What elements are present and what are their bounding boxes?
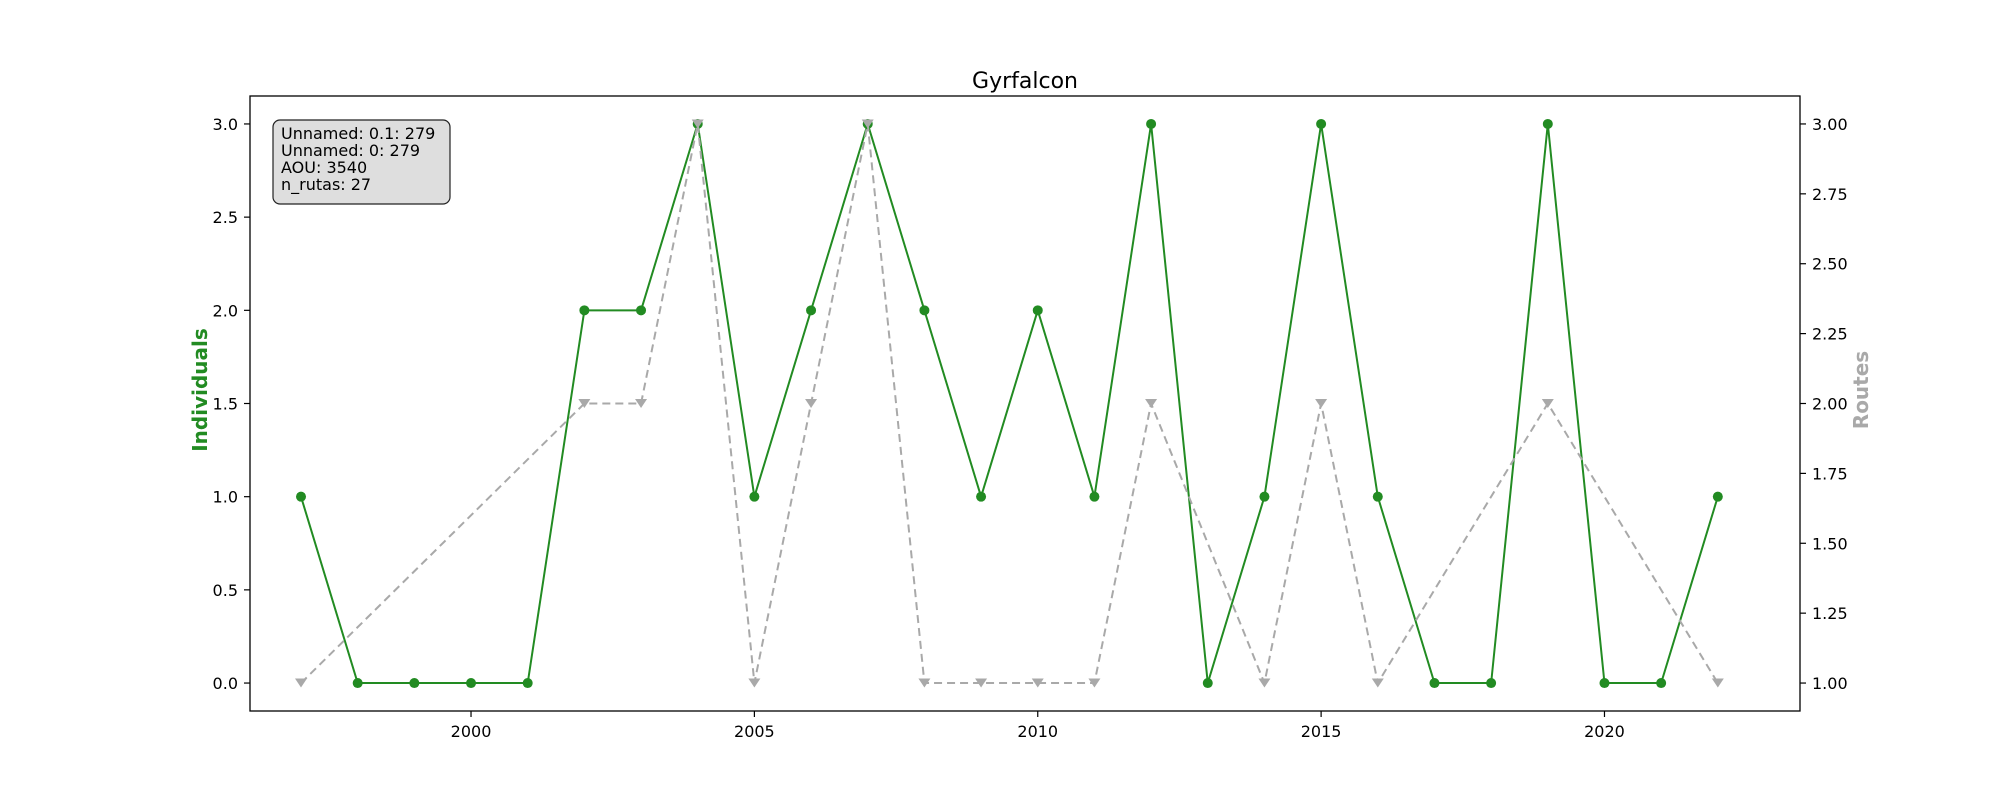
individuals-point bbox=[976, 491, 987, 502]
individuals-point bbox=[352, 678, 363, 689]
y-tick-label-left: 3.0 bbox=[213, 115, 238, 134]
y-tick-label-left: 2.0 bbox=[213, 301, 238, 320]
individuals-point bbox=[1486, 678, 1497, 689]
individuals-point bbox=[1599, 678, 1610, 689]
individuals-point bbox=[1202, 678, 1213, 689]
routes-point bbox=[1371, 678, 1384, 688]
individuals-point bbox=[1089, 491, 1100, 502]
y-tick-label-left: 0.5 bbox=[213, 581, 238, 600]
individuals-point bbox=[1372, 491, 1383, 502]
individuals-point bbox=[1429, 678, 1440, 689]
info-line: n_rutas: 27 bbox=[281, 175, 371, 195]
routes-point bbox=[1315, 399, 1328, 408]
routes-point bbox=[805, 399, 818, 408]
y-tick-label-right: 2.25 bbox=[1812, 325, 1848, 344]
y-tick-label-right: 2.50 bbox=[1812, 255, 1848, 274]
routes-point bbox=[1258, 678, 1271, 688]
series-line-individuals bbox=[300, 120, 1719, 685]
x-tick-label: 2020 bbox=[1584, 722, 1625, 741]
y-tick-label-right: 1.25 bbox=[1812, 604, 1848, 623]
y-tick-label-left: 0.0 bbox=[213, 674, 238, 693]
individuals-point bbox=[1032, 305, 1043, 316]
y-tick-label-right: 1.00 bbox=[1812, 674, 1848, 693]
y-tick-label-left: 2.5 bbox=[213, 208, 238, 227]
individuals-point bbox=[522, 678, 533, 689]
plot-area: 2000 2005 2010 2015 2020 0.0 0.5 1.0 1.5 2.0 2.5 3.… bbox=[213, 95, 1848, 741]
routes-point bbox=[295, 678, 308, 688]
routes-point bbox=[1088, 678, 1101, 688]
x-tick-label: 2015 bbox=[1301, 722, 1342, 741]
routes-point bbox=[861, 119, 874, 129]
x-tick-label: 2005 bbox=[734, 722, 775, 741]
info-box-background bbox=[272, 119, 451, 205]
individuals-point bbox=[579, 305, 590, 316]
individuals-point bbox=[806, 305, 817, 316]
individuals-point bbox=[1316, 118, 1327, 129]
individuals-point bbox=[1712, 491, 1723, 502]
y-tick-label-right: 1.50 bbox=[1812, 534, 1848, 553]
y-tick-label-right: 3.00 bbox=[1812, 115, 1848, 134]
routes-point bbox=[1541, 399, 1554, 408]
info-line: Unnamed: 0: 279 bbox=[281, 141, 420, 160]
info-line: AOU: 3540 bbox=[281, 158, 367, 177]
x-tick-label: 2000 bbox=[451, 722, 492, 741]
series-line-routes bbox=[300, 123, 1719, 687]
routes-point bbox=[748, 678, 761, 688]
individuals-point bbox=[466, 678, 477, 689]
plot-frame bbox=[249, 95, 1801, 712]
individuals-point bbox=[919, 305, 930, 316]
individuals-point bbox=[636, 305, 647, 316]
routes-point bbox=[975, 678, 988, 688]
y-tick-label-right: 1.75 bbox=[1812, 464, 1848, 483]
individuals-point bbox=[409, 678, 420, 689]
individuals-point bbox=[749, 491, 760, 502]
y-tick-label-left: 1.5 bbox=[213, 395, 238, 414]
individuals-point bbox=[296, 491, 307, 502]
y-tick-label-right: 2.00 bbox=[1812, 395, 1848, 414]
routes-point bbox=[1031, 678, 1044, 688]
y-axis-label-right: Routes bbox=[1849, 351, 1873, 429]
info-box: Unnamed: 0.1: 279 Unnamed: 0: 279 AOU: 3… bbox=[272, 119, 451, 205]
individuals-point bbox=[1259, 491, 1270, 502]
individuals-point bbox=[1656, 678, 1667, 689]
chart-title: Gyrfalcon bbox=[972, 69, 1078, 94]
y-tick-label-left: 1.0 bbox=[213, 488, 238, 507]
routes-point bbox=[635, 399, 648, 408]
routes-point bbox=[578, 399, 591, 408]
routes-point bbox=[918, 678, 931, 688]
individuals-point bbox=[1146, 118, 1157, 129]
info-line: Unnamed: 0.1: 279 bbox=[281, 124, 435, 143]
x-tick-label: 2010 bbox=[1017, 722, 1058, 741]
y-tick-label-right: 2.75 bbox=[1812, 185, 1848, 204]
routes-point bbox=[691, 119, 704, 129]
individuals-point bbox=[1542, 118, 1553, 129]
routes-point bbox=[1711, 678, 1724, 688]
routes-point bbox=[1145, 399, 1158, 408]
y-axis-label-left: Individuals bbox=[188, 328, 212, 452]
